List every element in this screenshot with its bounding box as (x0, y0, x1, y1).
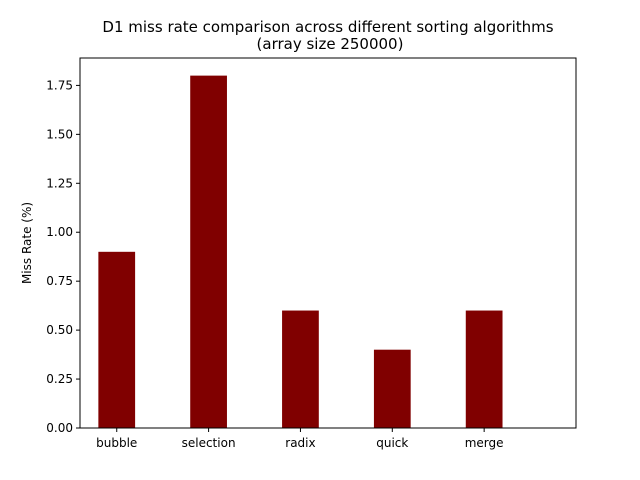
x-tick-label-radix: radix (285, 436, 315, 450)
plot-area-frame (79, 57, 577, 429)
y-tick-label-2: 0.50 (46, 323, 73, 337)
y-axis-label: Miss Rate (%) (20, 202, 34, 284)
x-ticks-group: bubble selection radix quick merge (96, 428, 504, 450)
bar-selection (190, 75, 227, 429)
bar-radix (282, 310, 319, 428)
x-tick-label-bubble: bubble (96, 436, 137, 450)
x-tick-label-selection: selection (182, 436, 236, 450)
y-tick-label-3: 0.75 (46, 274, 73, 288)
y-tick-label-0: 0.00 (46, 421, 73, 435)
chart-title-line2: (array size 250000) (257, 35, 404, 53)
y-tick-label-6: 1.50 (46, 127, 73, 141)
x-tick-label-quick: quick (376, 436, 408, 450)
y-ticks-group: 0.00 0.25 0.50 0.75 1.00 1.25 1.50 1.75 (46, 78, 80, 435)
chart-title-line1: D1 miss rate comparison across different… (102, 18, 553, 36)
y-tick-label-4: 1.00 (46, 225, 73, 239)
bar-quick (373, 349, 411, 428)
y-tick-label-1: 0.25 (46, 372, 73, 386)
x-tick-label-merge: merge (465, 436, 504, 450)
bars-group (98, 75, 503, 429)
bar-bubble (98, 251, 136, 428)
y-tick-label-7: 1.75 (46, 78, 73, 92)
bar-merge (465, 310, 503, 428)
y-tick-label-5: 1.25 (46, 176, 73, 190)
